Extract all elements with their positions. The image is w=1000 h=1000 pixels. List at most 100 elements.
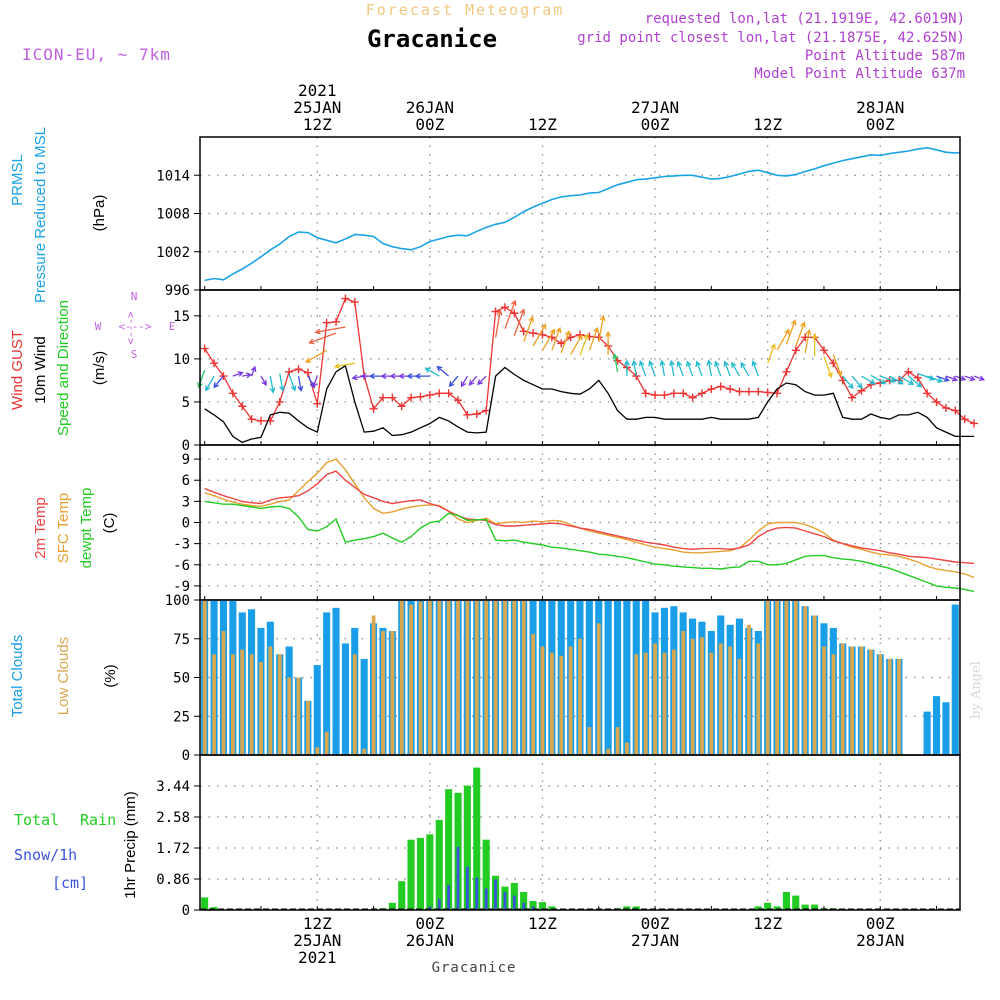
panel-wind: 0 5 10 15 [173,289,986,454]
gust-point [378,393,387,402]
low-cloud-bar [268,646,273,755]
gust-point [313,399,322,408]
low-cloud-bar [840,643,845,755]
wind-direction-arrow [861,375,876,385]
gust-point [350,298,359,307]
gust-point [651,391,660,400]
gust-point [247,415,256,424]
low-cloud-bar [718,643,723,755]
clouds-ytick-label: 0 [182,748,190,764]
low-cloud-bar [643,652,648,755]
wind-direction-arrow [889,375,904,385]
gust-point [397,402,406,411]
time-label-bottom: 26JAN [406,931,454,950]
label-temp-2m: 2m Temp [32,497,49,558]
wind-direction-arrow [695,360,703,377]
compass-arrow-h: <---> [118,320,151,333]
total-cloud-bar [341,643,349,755]
low-cloud-bar [277,654,282,756]
total-cloud-bar [604,600,612,755]
gust-point [463,410,472,419]
gust-point [688,393,697,402]
rain-bar [773,906,781,910]
low-cloud-bar [512,600,517,755]
low-cloud-bar [371,615,376,755]
low-cloud-bar [784,600,789,755]
label-snow: Snow/1h [14,846,77,864]
low-cloud-bar [700,637,704,755]
wind-direction-arrow [785,319,797,345]
low-cloud-bar [428,600,432,755]
wind-direction-arrow [936,375,950,382]
time-label-bottom: 27JAN [631,931,679,950]
wind-direction-arrow [288,374,297,392]
wind-direction-arrow [541,328,555,351]
time-label-bottom: 12Z [528,914,557,933]
low-cloud-bar [540,646,545,755]
low-cloud-bar [831,654,836,756]
low-cloud-bar [765,600,770,755]
requested-coords: requested lon,lat (21.1919E, 42.6019N) [645,11,965,27]
wind-direction-arrow [414,373,430,380]
low-cloud-bar [306,700,310,756]
model-name: ICON-EU, ~ 7km [22,45,171,64]
rain-bar [407,839,415,910]
low-cloud-bar [812,615,817,755]
wind-direction-arrow [579,333,589,356]
gust-point [904,367,913,376]
gust-point [707,385,716,394]
gust-point [923,389,932,398]
wind-direction-arrow [314,326,346,335]
label-wind-10m: 10m Wind [32,336,49,404]
wind-direction-arrow [731,361,741,377]
gust-point [500,303,509,312]
wind-direction-arrow [811,333,818,357]
wind-direction-arrow [631,359,638,377]
gust-point [388,393,397,402]
wind-direction-arrow [832,354,843,377]
time-label-top: 12Z [753,115,782,134]
gust-point [200,344,209,353]
gust-point [557,339,566,348]
precip-ytick-label: 0 [182,903,190,919]
pressure-line [204,146,960,282]
rain-bar [548,906,556,910]
rain-bar [416,837,424,910]
gust-point [256,416,265,425]
gust-point [491,307,500,316]
low-cloud-bar [418,601,423,755]
wind-direction-arrow [504,299,517,330]
rain-bar [482,839,490,910]
gust-point [454,396,463,405]
gust-point [791,346,800,355]
wind-direction-arrow [297,375,304,392]
gust-point [848,393,857,402]
rain-bar [398,881,406,910]
wind-ytick-label: 5 [182,395,190,411]
low-cloud-bar [446,600,451,755]
wind-direction-arrow [250,365,257,377]
pressure-ytick-label: 1008 [156,207,190,223]
gust-point [332,317,341,326]
rain-bar [388,902,396,910]
wind-direction-arrow [659,359,666,377]
wind-direction-arrow [197,369,206,389]
gust-point [210,359,219,368]
low-cloud-bar [390,631,395,755]
wind-direction-arrow [879,375,897,383]
rain-bar [529,901,537,910]
point-altitude: Point Altitude 587m [805,48,965,64]
credit-text: by Angel [969,661,984,719]
wind-direction-arrow [205,375,215,392]
wind-line [204,364,975,444]
gust-point [679,389,688,398]
rain-bar [538,902,546,910]
snow-bar [531,906,535,910]
pressure-ytick-label: 1002 [156,245,190,261]
low-cloud-bar [625,742,629,755]
rain-bar [754,906,762,910]
wind-direction-arrow [823,356,833,379]
low-cloud-bar [859,646,864,755]
wind-direction-arrow [612,353,619,372]
